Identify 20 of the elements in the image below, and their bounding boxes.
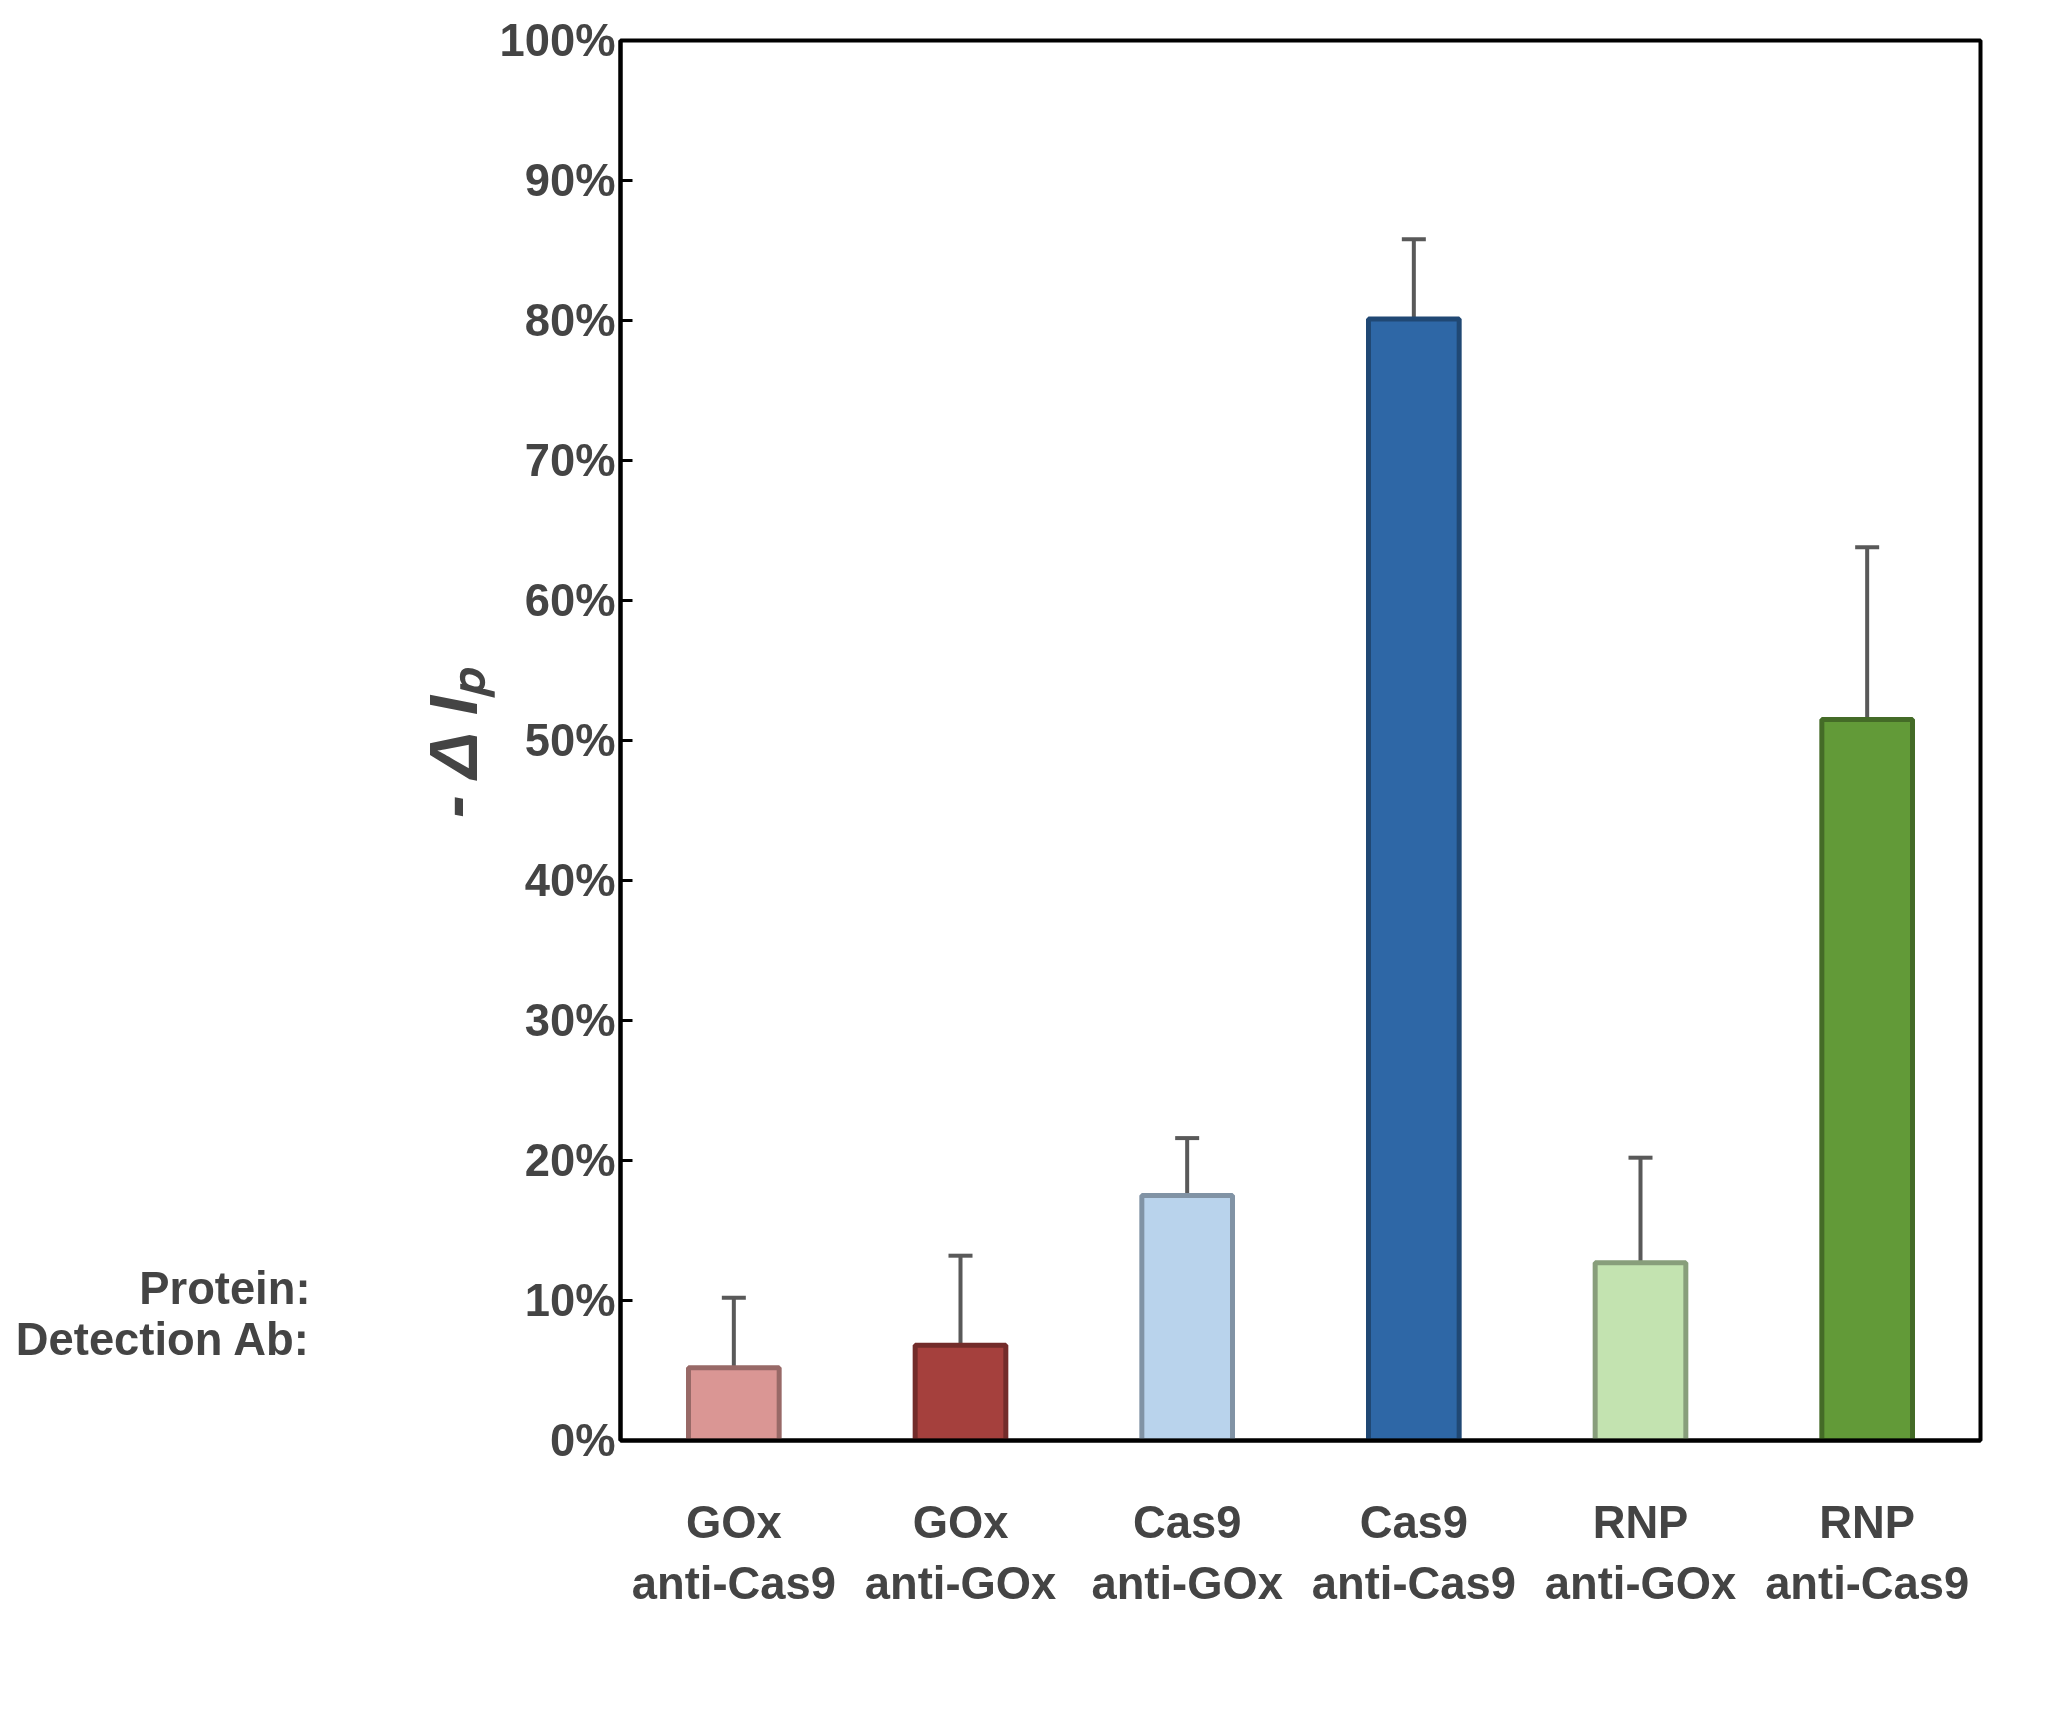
- text: Protein:: [139, 1262, 311, 1314]
- y-tick-label: 80%: [524, 295, 616, 346]
- y-tick-label: 40%: [524, 855, 616, 906]
- x-tick-label: RNP anti-Cas9: [1765, 1496, 1970, 1609]
- y-tick-label: 90%: [524, 155, 616, 206]
- y-tick-label: 70%: [524, 435, 616, 486]
- x-tick-label: Cas9 anti-GOx: [1091, 1496, 1283, 1609]
- x-tick-label: Cas9 anti-Cas9: [1311, 1496, 1516, 1609]
- y-tick-label: 10%: [524, 1275, 616, 1326]
- y-axis-title: - Δ Iₚ: [413, 666, 495, 819]
- y-tick-label: 30%: [524, 995, 616, 1046]
- text: Detection Ab:: [15, 1313, 309, 1365]
- x-tick-label: GOx anti-GOx: [864, 1496, 1057, 1609]
- y-tick-label: 0%: [549, 1415, 616, 1466]
- x-tick-label: RNP anti-GOx: [1544, 1496, 1737, 1609]
- y-tick-label: 100%: [499, 15, 616, 66]
- y-tick-label: 50%: [524, 715, 616, 766]
- x-tick-label: GOx anti-Cas9: [631, 1496, 836, 1609]
- y-tick-label: 20%: [524, 1135, 616, 1186]
- y-tick-label: 60%: [524, 575, 616, 626]
